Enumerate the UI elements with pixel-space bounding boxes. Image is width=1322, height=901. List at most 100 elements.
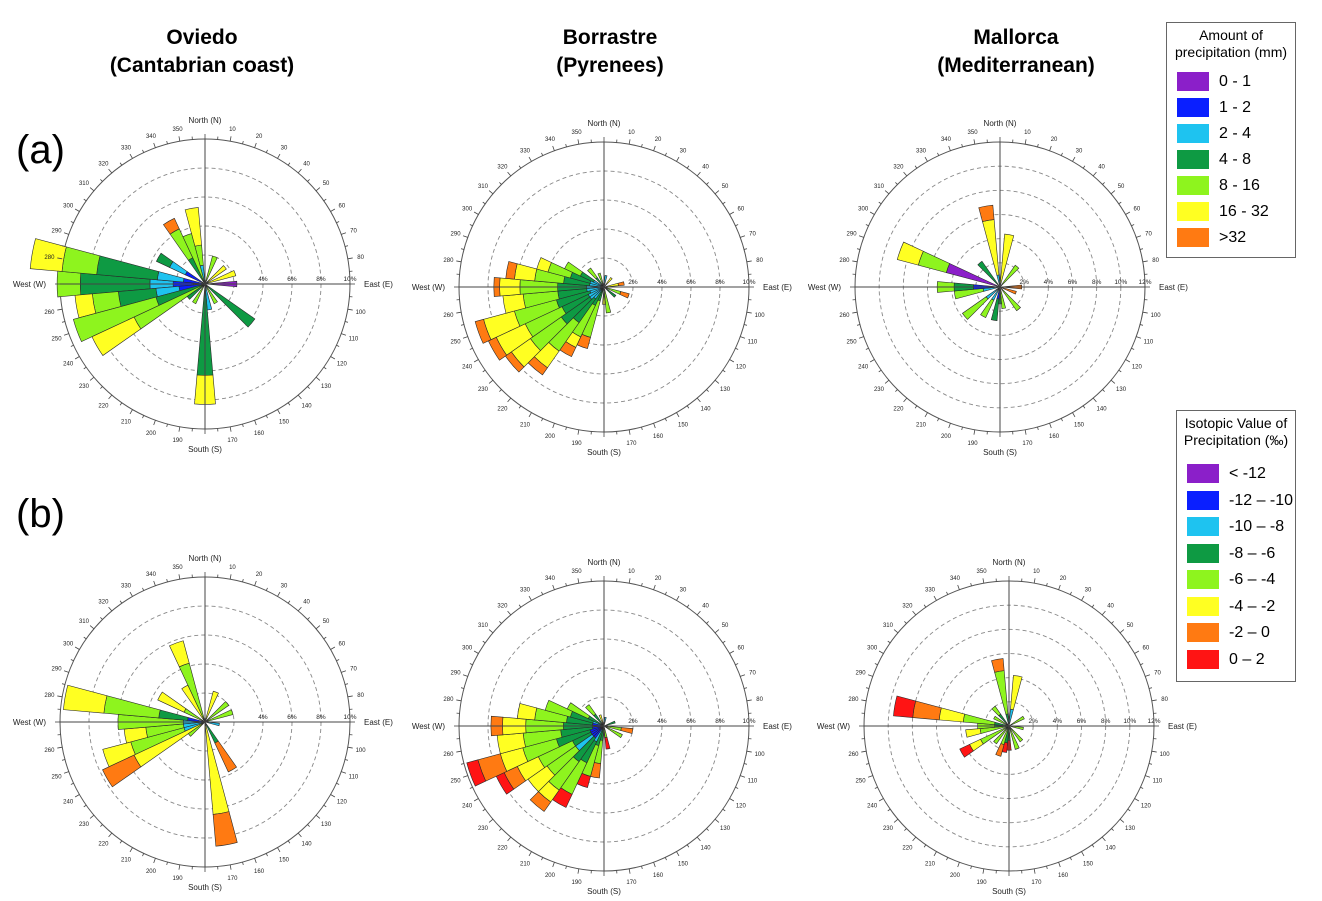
degree-label: 340 (146, 572, 157, 578)
tick-mark (852, 311, 858, 314)
tick-mark (344, 245, 349, 247)
tick-mark (1033, 868, 1036, 874)
tick-mark (460, 763, 465, 765)
tick-mark (482, 808, 486, 812)
tick-mark (740, 235, 746, 238)
degree-label: 330 (520, 588, 531, 594)
tick-mark (1136, 235, 1142, 238)
degree-label: 300 (462, 646, 473, 652)
tick-mark (696, 397, 701, 403)
degree-label: 70 (350, 666, 357, 672)
degree-label: 70 (350, 228, 357, 234)
degree-label: 320 (902, 603, 913, 609)
tick-mark (933, 595, 937, 601)
degree-label: 140 (1097, 407, 1108, 413)
degree-label: 50 (1118, 184, 1125, 190)
tick-mark (1049, 423, 1052, 429)
ring-label: 6% (1077, 718, 1087, 725)
legend-swatch (1177, 72, 1209, 91)
degree-label: 160 (653, 873, 664, 879)
degree-label: 50 (323, 619, 330, 625)
column-title-line1: Mallorca (973, 26, 1059, 49)
south-label: South (S) (188, 445, 222, 454)
degree-label: 40 (303, 161, 310, 167)
tick-mark (129, 591, 133, 597)
rose-bar-segment (893, 695, 916, 718)
degree-label: 40 (1098, 164, 1105, 170)
ring-label: 2% (628, 718, 638, 725)
tick-mark (914, 405, 918, 409)
tick-mark (473, 211, 479, 215)
tick-mark (912, 610, 917, 616)
degree-label: 130 (1125, 826, 1136, 832)
tick-mark (867, 674, 873, 677)
tick-mark (57, 257, 63, 260)
tick-mark (1151, 750, 1157, 753)
tick-mark (108, 168, 113, 174)
tick-mark (653, 862, 656, 868)
legend-swatch (1177, 202, 1209, 221)
degree-label: 330 (121, 146, 132, 152)
tick-mark (119, 600, 123, 604)
ring-label: 8% (316, 276, 326, 283)
degree-label: 220 (902, 846, 913, 852)
tick-mark (1024, 139, 1027, 145)
degree-label: 50 (722, 184, 729, 190)
degree-label: 160 (254, 431, 265, 437)
rose-bar-segment (959, 743, 974, 758)
row-label-b: (b) (16, 492, 65, 536)
degree-label: 100 (356, 310, 367, 316)
rose-bar-segment (186, 283, 206, 300)
degree-label: 30 (1076, 149, 1083, 155)
tick-mark (70, 659, 74, 662)
degree-label: 120 (1141, 804, 1152, 810)
tick-mark (119, 840, 123, 844)
tick-mark (307, 179, 310, 182)
tick-mark (61, 759, 66, 761)
degree-label: 280 (44, 255, 55, 261)
degree-label: 300 (858, 207, 869, 213)
ring-label: 10% (343, 714, 356, 721)
tick-mark (344, 759, 349, 761)
tick-mark (740, 336, 746, 339)
tick-mark (1081, 595, 1085, 601)
tick-mark (528, 412, 532, 418)
ring-label: 6% (287, 714, 297, 721)
legend-label: 4 - 8 (1219, 151, 1252, 168)
ring-label: 6% (686, 718, 696, 725)
degree-label: 200 (545, 434, 556, 440)
degree-label: 100 (1151, 313, 1162, 319)
south-label: South (S) (587, 887, 621, 896)
degree-label: 60 (338, 642, 345, 648)
tick-mark (982, 868, 985, 874)
tick-mark (948, 145, 951, 151)
degree-label: 60 (737, 207, 744, 213)
degree-label: 20 (655, 137, 662, 143)
tick-mark (884, 190, 890, 195)
tick-mark (108, 606, 113, 612)
tick-mark (541, 418, 544, 422)
tick-mark (858, 235, 864, 238)
tick-mark (89, 187, 95, 192)
tick-mark (856, 324, 861, 326)
tick-mark (1136, 336, 1142, 339)
tick-mark (706, 182, 709, 185)
tick-mark (57, 308, 63, 311)
tick-mark (865, 347, 869, 350)
tick-mark (287, 600, 291, 604)
tick-mark (63, 232, 69, 235)
tick-mark (265, 149, 268, 153)
tick-mark (973, 429, 976, 435)
tick-mark (914, 165, 918, 169)
degree-label: 20 (256, 572, 263, 578)
tick-mark (89, 625, 95, 630)
degree-label: 310 (874, 184, 885, 190)
tick-mark (923, 604, 927, 608)
tick-mark (948, 423, 951, 429)
tick-mark (129, 847, 133, 853)
tick-mark (1127, 640, 1131, 644)
degree-label: 80 (1161, 697, 1168, 703)
degree-label: 350 (968, 130, 979, 136)
tick-mark (499, 182, 502, 185)
